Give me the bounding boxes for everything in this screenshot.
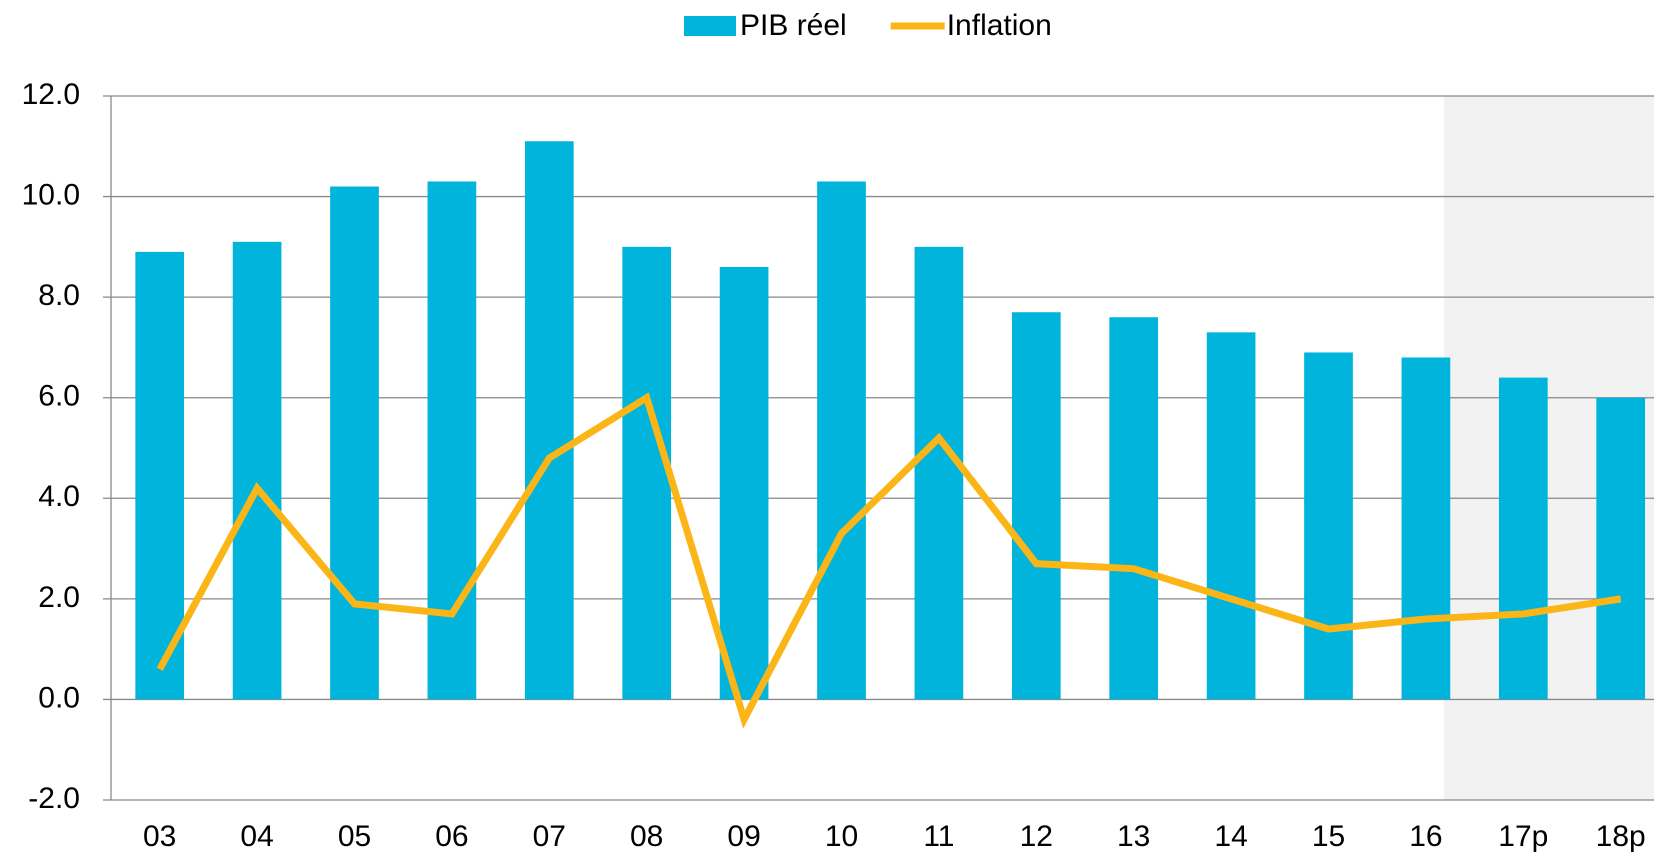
x-tick-label: 03 xyxy=(143,820,176,853)
y-tick-label: 10.0 xyxy=(22,178,80,211)
y-tick-label: 6.0 xyxy=(38,380,80,413)
bar xyxy=(1206,332,1256,700)
x-tick-label: 07 xyxy=(533,820,566,853)
y-tick-label: -2.0 xyxy=(28,782,80,815)
bar xyxy=(1304,352,1353,700)
y-tick-label: 0.0 xyxy=(38,681,80,714)
x-tick-label: 06 xyxy=(435,820,468,853)
legend-label: Inflation xyxy=(947,9,1052,42)
bar xyxy=(719,266,769,700)
x-tick-label: 11 xyxy=(923,820,954,853)
bar xyxy=(1011,312,1061,700)
x-tick-label: 05 xyxy=(338,820,371,853)
x-tick-label: 08 xyxy=(630,820,663,853)
bar xyxy=(622,246,672,700)
y-tick-label: 8.0 xyxy=(38,279,80,312)
x-tick-label: 15 xyxy=(1312,820,1345,853)
line xyxy=(156,392,1622,729)
legend-label: PIB réel xyxy=(740,9,847,42)
y-tick-label: 4.0 xyxy=(38,480,80,513)
x-tick-label: 18p xyxy=(1596,820,1646,853)
x-tick-label: 14 xyxy=(1214,820,1247,853)
bar xyxy=(524,141,574,700)
bar xyxy=(232,241,282,700)
x-tick-label: 17p xyxy=(1498,820,1548,853)
bar xyxy=(1498,377,1548,700)
x-tick-label: 13 xyxy=(1117,820,1150,853)
legend: PIB réel Inflation xyxy=(684,9,1052,42)
bar xyxy=(330,186,379,700)
bar xyxy=(135,251,185,700)
bar xyxy=(914,246,964,700)
bar xyxy=(1596,397,1646,700)
x-tick-label: 16 xyxy=(1409,820,1442,853)
y-tick-label: 12.0 xyxy=(22,78,80,111)
bar xyxy=(1109,317,1159,700)
bar xyxy=(1401,357,1451,700)
y-tick-label: 2.0 xyxy=(38,581,80,614)
bar xyxy=(427,181,477,700)
bar xyxy=(817,181,866,700)
legend-swatch xyxy=(684,16,736,36)
x-tick-label: 10 xyxy=(825,820,858,853)
x-tick-label: 09 xyxy=(727,820,760,853)
x-tick-label: 04 xyxy=(240,820,273,853)
x-tick-label: 12 xyxy=(1020,820,1053,853)
